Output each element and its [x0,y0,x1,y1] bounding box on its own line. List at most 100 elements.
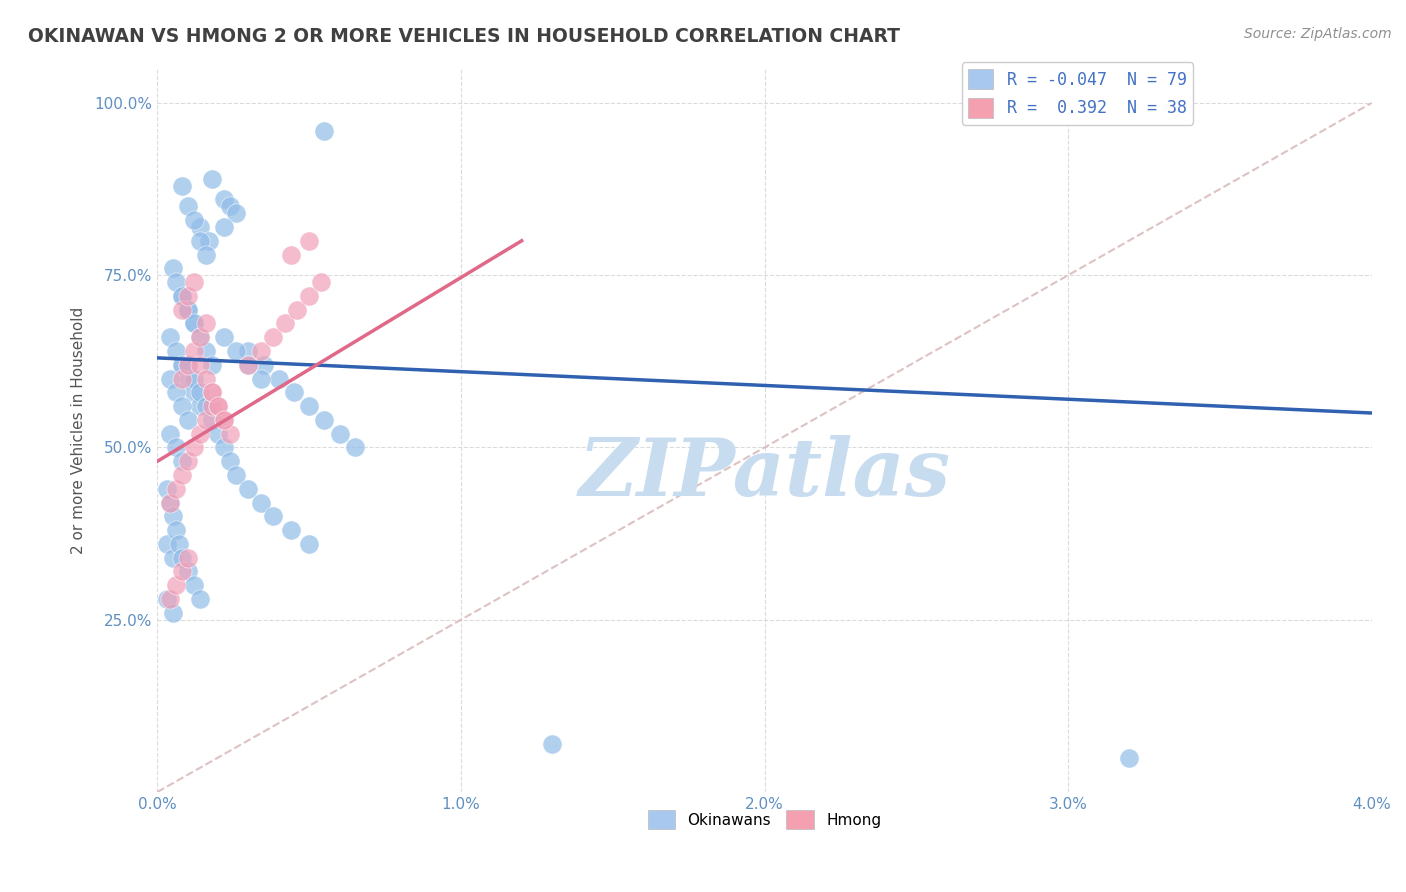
Point [177,358,200,372]
Point [285,302,308,317]
Point [165,578,187,592]
Point [219,426,242,441]
Point [188,330,211,344]
Point [195,371,218,385]
Point [183,371,205,385]
Point [541,737,564,751]
Point [262,509,284,524]
Point [298,234,321,248]
Point [188,592,211,607]
Point [207,426,229,441]
Point [170,468,193,483]
Point [159,592,181,607]
Point [219,199,242,213]
Point [188,219,211,234]
Point [170,358,193,372]
Point [165,344,187,359]
Point [249,371,271,385]
Point [298,399,321,413]
Point [170,454,193,468]
Point [170,358,193,372]
Point [170,178,193,193]
Point [329,426,352,441]
Point [183,385,205,400]
Point [314,413,336,427]
Point [170,399,193,413]
Point [162,606,184,620]
Point [238,344,260,359]
Point [170,289,193,303]
Point [274,317,297,331]
Point [198,234,221,248]
Point [188,358,211,372]
Point [212,193,235,207]
Point [159,426,181,441]
Point [177,565,200,579]
Point [155,537,177,551]
Text: ZIPatlas: ZIPatlas [578,435,950,512]
Point [159,330,181,344]
Point [212,330,235,344]
Point [238,358,260,372]
Point [165,523,187,537]
Point [165,275,187,289]
Point [170,302,193,317]
Point [343,441,366,455]
Point [177,358,200,372]
Point [311,275,333,289]
Point [170,565,193,579]
Point [238,482,260,496]
Point [170,550,193,565]
Point [183,578,205,592]
Point [219,454,242,468]
Point [188,426,211,441]
Point [195,399,218,413]
Point [183,213,205,227]
Point [201,171,224,186]
Y-axis label: 2 or more Vehicles in Household: 2 or more Vehicles in Household [72,307,86,554]
Point [177,454,200,468]
Point [155,482,177,496]
Point [283,385,305,400]
Point [177,302,200,317]
Point [188,234,211,248]
Point [159,495,181,509]
Point [155,592,177,607]
Point [165,482,187,496]
Point [177,302,200,317]
Point [183,441,205,455]
Point [188,399,211,413]
Point [183,275,205,289]
Point [165,385,187,400]
Point [195,413,218,427]
Point [212,219,235,234]
Point [162,509,184,524]
Point [207,399,229,413]
Point [170,371,193,385]
Point [159,495,181,509]
Point [201,385,224,400]
Point [195,317,218,331]
Point [177,371,200,385]
Point [170,289,193,303]
Point [162,261,184,276]
Point [183,317,205,331]
Point [225,206,247,220]
Text: Source: ZipAtlas.com: Source: ZipAtlas.com [1244,27,1392,41]
Legend: Okinawans, Hmong: Okinawans, Hmong [641,804,887,835]
Point [162,550,184,565]
Point [201,413,224,427]
Point [249,495,271,509]
Point [188,330,211,344]
Point [159,371,181,385]
Point [201,385,224,400]
Point [249,344,271,359]
Point [1118,750,1140,764]
Point [177,199,200,213]
Point [212,413,235,427]
Point [280,523,302,537]
Point [298,537,321,551]
Point [188,385,211,400]
Point [165,441,187,455]
Point [212,413,235,427]
